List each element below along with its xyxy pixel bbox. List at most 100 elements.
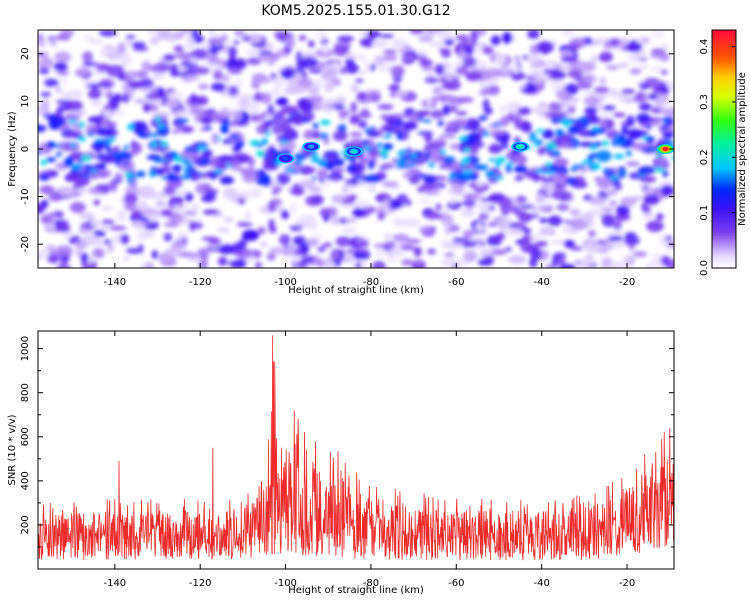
heatmap-cell <box>526 213 540 218</box>
heatmap-cell <box>563 191 573 200</box>
heatmap-cell <box>112 152 123 157</box>
heatmap-cell <box>608 236 623 242</box>
heatmap-cell <box>320 103 336 110</box>
heatmap-cell <box>615 218 622 226</box>
heatmap-cell <box>44 79 59 87</box>
heatmap-cell <box>652 30 665 38</box>
x-tick-label: -120 <box>189 578 212 589</box>
heatmap-cell <box>458 137 467 141</box>
heatmap-cell <box>290 225 303 232</box>
heatmap-cell <box>122 93 129 103</box>
heatmap-cell <box>354 54 368 62</box>
heatmap-cell <box>383 199 391 209</box>
heatmap-cell <box>205 191 216 202</box>
heatmap-cell <box>320 120 331 125</box>
heatmap-cell <box>475 241 481 249</box>
heatmap-cell <box>429 162 435 168</box>
heatmap-cell <box>387 252 396 263</box>
chart-root: KOM5.2025.155.01.30.G12 -140 -120 -100 -80-… <box>0 0 750 600</box>
heatmap-cell <box>426 211 440 219</box>
heatmap-cell <box>662 125 669 130</box>
heatmap-cell <box>99 48 106 57</box>
heatmap-cell <box>399 113 406 118</box>
heatmap-cell <box>382 181 399 187</box>
heatmap-cell <box>531 234 537 244</box>
heatmap-cell <box>168 94 175 100</box>
heatmap-cell <box>172 165 183 171</box>
heatmap-cell <box>361 140 369 144</box>
heatmap-cell <box>431 110 445 119</box>
heatmap-cell <box>258 51 272 56</box>
heatmap-cell <box>450 195 456 205</box>
heatmap-cell <box>309 69 323 73</box>
heatmap-cell <box>491 249 507 255</box>
heatmap-cell <box>302 167 316 172</box>
heatmap-cell <box>546 162 552 167</box>
heatmap-cell <box>424 78 440 84</box>
heatmap-cell <box>58 104 72 111</box>
heatmap-cell <box>651 48 666 54</box>
snr-x-axis-title: Height of straight line (km) <box>288 585 424 596</box>
heatmap-cell <box>508 255 526 264</box>
heatmap-cell <box>377 142 382 147</box>
heatmap-cell <box>589 243 605 251</box>
heatmap-cell <box>222 140 229 144</box>
heatmap-cell <box>158 123 164 129</box>
heatmap-cell <box>87 132 95 137</box>
heatmap-cell <box>262 138 268 145</box>
heatmap-cell <box>655 168 665 172</box>
heatmap-cell <box>185 162 195 165</box>
heatmap-cell <box>104 109 111 118</box>
heatmap-cell <box>383 143 394 149</box>
heatmap-cell <box>160 150 165 153</box>
heatmap-cell <box>197 146 206 150</box>
heatmap-cell <box>602 214 614 221</box>
heatmap-cell <box>217 227 230 232</box>
heatmap-cell <box>189 221 196 232</box>
heatmap-cell <box>270 73 277 78</box>
x-tick-label: -40 <box>534 277 550 288</box>
heatmap-cell <box>612 140 626 144</box>
heatmap-cell <box>65 131 80 137</box>
heatmap-cell <box>333 195 345 203</box>
colorbar-tick-label: 0.4 <box>699 39 710 55</box>
heatmap-cell <box>279 234 291 245</box>
x-tick-label: -140 <box>103 277 126 288</box>
heatmap-cell <box>580 258 595 266</box>
heatmap-cell <box>406 239 422 243</box>
heatmap-cell <box>465 71 482 81</box>
heatmap-cell <box>374 244 387 249</box>
heatmap-cell <box>365 206 377 213</box>
heatmap-cell <box>346 166 356 171</box>
heatmap-cell <box>192 67 210 75</box>
heatmap-cell <box>543 148 553 151</box>
heatmap-cell <box>500 116 509 127</box>
heatmap-cell <box>31 125 46 133</box>
heatmap-cell <box>69 119 77 123</box>
heatmap-cell <box>349 157 356 163</box>
heatmap-cell <box>598 112 613 117</box>
heatmap-cell <box>607 189 617 196</box>
heatmap-cell <box>323 215 330 222</box>
heatmap-cell <box>39 185 55 194</box>
heatmap-cell <box>382 163 395 169</box>
heatmap-cell <box>101 206 114 211</box>
heatmap-cell <box>626 161 640 166</box>
heatmap-cell <box>555 129 564 136</box>
heatmap-cell <box>462 126 470 129</box>
heatmap-cell <box>469 146 478 155</box>
heatmap-cell <box>385 234 392 240</box>
heatmap-cell <box>150 105 158 112</box>
heatmap-cell <box>351 84 359 93</box>
heatmap-cell <box>90 220 102 227</box>
heatmap-cell <box>467 202 473 210</box>
x-tick-label: -60 <box>448 578 464 589</box>
heatmap-cell <box>269 247 286 255</box>
heatmap-cell <box>616 205 630 215</box>
heatmap-cell <box>463 230 473 239</box>
x-tick-label: -60 <box>448 277 464 288</box>
heatmap-cell <box>178 52 192 60</box>
heatmap-cell <box>355 79 363 84</box>
heatmap-cell <box>445 76 453 80</box>
heatmap-cell <box>393 218 406 227</box>
